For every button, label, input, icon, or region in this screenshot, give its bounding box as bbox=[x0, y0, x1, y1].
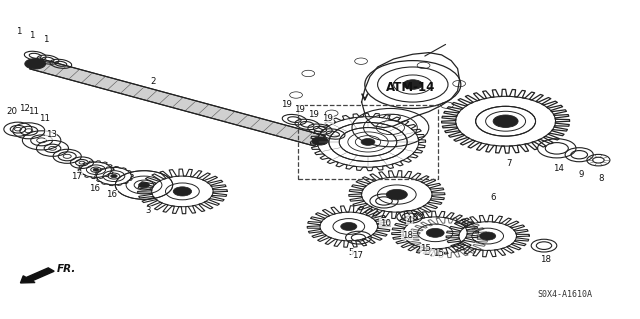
Text: 18: 18 bbox=[540, 256, 551, 264]
Text: 5: 5 bbox=[348, 248, 353, 257]
Circle shape bbox=[479, 232, 496, 240]
Text: 18: 18 bbox=[401, 231, 413, 240]
Text: 1: 1 bbox=[44, 35, 49, 44]
Text: 11: 11 bbox=[39, 114, 51, 122]
Text: 19: 19 bbox=[323, 114, 333, 123]
Text: 20: 20 bbox=[6, 107, 17, 116]
Text: 17: 17 bbox=[71, 172, 83, 181]
Text: 2: 2 bbox=[151, 77, 156, 86]
FancyArrow shape bbox=[20, 268, 54, 283]
Circle shape bbox=[340, 222, 357, 231]
Text: 6: 6 bbox=[490, 193, 495, 202]
Circle shape bbox=[111, 174, 117, 178]
Text: 19: 19 bbox=[308, 110, 319, 119]
Circle shape bbox=[25, 59, 45, 69]
Text: 14: 14 bbox=[552, 164, 564, 173]
Circle shape bbox=[426, 228, 444, 237]
Text: 13: 13 bbox=[45, 130, 57, 139]
Text: 1: 1 bbox=[17, 27, 22, 36]
Circle shape bbox=[361, 138, 375, 145]
Circle shape bbox=[312, 137, 328, 145]
Circle shape bbox=[493, 115, 518, 127]
Text: 19: 19 bbox=[294, 105, 305, 114]
Circle shape bbox=[139, 182, 149, 188]
Text: 9: 9 bbox=[579, 170, 584, 179]
Circle shape bbox=[387, 189, 408, 200]
Text: 8: 8 bbox=[599, 174, 604, 183]
Text: 16: 16 bbox=[89, 184, 100, 193]
Text: 12: 12 bbox=[19, 104, 30, 113]
Text: 19: 19 bbox=[282, 100, 292, 109]
Bar bbox=[298, 105, 438, 179]
Text: ATM-14: ATM-14 bbox=[386, 81, 435, 94]
Text: 16: 16 bbox=[106, 190, 118, 199]
Text: FR.: FR. bbox=[56, 263, 76, 274]
Text: 17: 17 bbox=[351, 251, 363, 260]
Polygon shape bbox=[29, 59, 326, 146]
Circle shape bbox=[403, 80, 422, 89]
Text: 11: 11 bbox=[28, 107, 39, 116]
Text: 10: 10 bbox=[380, 219, 391, 228]
Text: 1: 1 bbox=[29, 31, 35, 40]
Text: 15: 15 bbox=[420, 244, 431, 253]
Text: 4: 4 bbox=[407, 216, 412, 225]
Circle shape bbox=[173, 187, 191, 196]
Text: 7: 7 bbox=[506, 159, 511, 168]
Circle shape bbox=[93, 168, 99, 171]
Text: 3: 3 bbox=[146, 206, 151, 215]
Text: 15: 15 bbox=[433, 249, 444, 258]
Text: S0X4-A1610A: S0X4-A1610A bbox=[538, 290, 593, 299]
